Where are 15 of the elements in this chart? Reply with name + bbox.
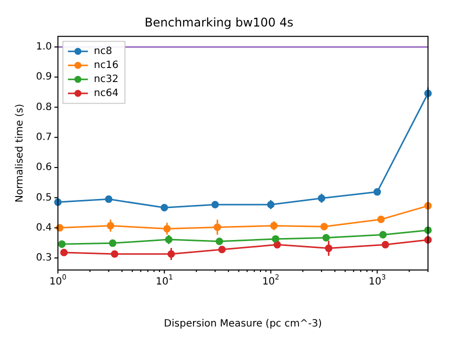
legend-label: nc64: [94, 88, 118, 99]
y-tick-label: 0.5: [36, 192, 52, 204]
y-tick-label: 1.0: [36, 42, 52, 53]
y-tick-label: 0.8: [36, 102, 52, 113]
chart-title: Benchmarking bw100 4s: [144, 15, 294, 30]
legend-label: nc8: [94, 46, 112, 57]
legend-label: nc32: [94, 74, 118, 85]
x-axis-title: Dispersion Measure (pc cm^-3): [164, 318, 322, 330]
y-tick-label: 0.7: [36, 132, 52, 143]
y-tick-label: 0.6: [36, 162, 52, 174]
legend-label: nc16: [94, 60, 118, 71]
y-tick-label: 0.3: [36, 252, 52, 264]
y-axis-title: Normalised time (s): [14, 104, 26, 203]
y-tick-label: 0.4: [36, 222, 52, 234]
y-tick-label: 0.9: [36, 72, 52, 83]
